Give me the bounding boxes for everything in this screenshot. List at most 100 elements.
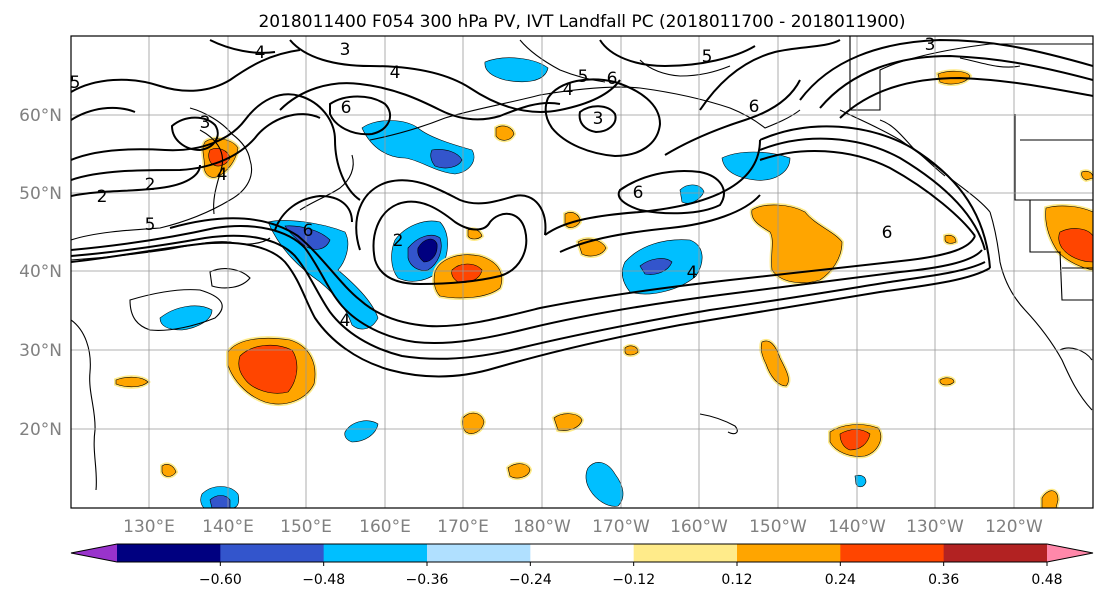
- contour-label: 4: [255, 43, 266, 63]
- colorbar-segment: [220, 544, 325, 562]
- pv-contour-line: [372, 200, 528, 286]
- pv-contour-line: [599, 39, 756, 68]
- lon-label: 160°W: [670, 517, 728, 537]
- contour-labels: 4 3 4 5 6 5 3 6 3 6 4 3 2 2 5 4 6 2 4 6: [71, 36, 935, 331]
- positive-anomaly-region: [115, 376, 149, 388]
- lon-label: 170°E: [437, 517, 489, 537]
- map-panel: 4 3 4 5 6 5 3 6 3 6 4 3 2 2 5 4 6 2 4 6: [70, 35, 1094, 509]
- positive-anomaly-region: [553, 413, 583, 431]
- colorbar-ticks: −0.60 −0.48 −0.36 −0.24 −0.12 0.12 0.24 0.36 0.4…: [199, 562, 1063, 588]
- colorbar-segment: [633, 544, 738, 562]
- colorbar-segment: [840, 544, 945, 562]
- negative-anomaly-region: [417, 238, 438, 263]
- colorbar-tick-label: 0.36: [928, 572, 959, 588]
- coastline: [1059, 347, 1093, 361]
- pv-contour-line: [664, 79, 801, 156]
- positive-anomaly-region: [507, 463, 531, 479]
- coastline: [299, 154, 354, 211]
- lon-label: 140°W: [828, 517, 886, 537]
- longitude-labels: 130°E 140°E 150°E 160°E 170°E 180°W 170°…: [123, 517, 1043, 537]
- positive-anomaly-region: [624, 345, 639, 356]
- contour-label: 4: [563, 80, 574, 100]
- negative-anomaly-region: [209, 495, 231, 508]
- positive-anomaly-region: [495, 125, 515, 141]
- contour-label: 2: [393, 231, 404, 251]
- pv-contour-line: [289, 39, 621, 113]
- contour-label: 4: [217, 165, 228, 185]
- negative-anomaly-region: [267, 220, 379, 330]
- lat-label: 60°N: [19, 106, 62, 126]
- positive-anomaly-region: [1081, 170, 1093, 181]
- negative-anomaly-region: [344, 420, 379, 443]
- negative-anomaly-region: [585, 462, 624, 507]
- negative-anomaly-region: [679, 184, 705, 204]
- pv-contour-line: [274, 194, 353, 231]
- contour-label: 6: [341, 98, 352, 118]
- contour-label: 5: [145, 215, 156, 235]
- pv-contour-line: [799, 38, 1093, 101]
- positive-anomaly-region: [939, 377, 955, 386]
- contour-label: 3: [593, 109, 604, 129]
- colorbar: −0.60 −0.48 −0.36 −0.24 −0.12 0.12 0.24 0.36 0.4…: [70, 543, 1094, 588]
- colorbar-tick-label: −0.12: [612, 572, 655, 588]
- pv-contour-line: [71, 241, 991, 378]
- contour-label: 2: [97, 187, 108, 207]
- coastline: [209, 268, 251, 289]
- contour-label: 6: [303, 221, 314, 241]
- lon-label: 170°W: [592, 517, 650, 537]
- negative-anomaly-region: [854, 474, 867, 488]
- positive-anomaly-region: [161, 464, 177, 477]
- negative-anomaly-region: [430, 149, 463, 169]
- colorbar-tick-label: 0.12: [721, 572, 752, 588]
- pv-contour-line: [559, 194, 761, 253]
- coastline: [639, 59, 731, 77]
- lon-label: 120°W: [985, 517, 1043, 537]
- lat-label: 40°N: [19, 262, 62, 282]
- contour-label: 5: [578, 67, 589, 87]
- colorbar-extend-low: [71, 544, 117, 562]
- colorbar-segment: [427, 544, 531, 562]
- lon-label: 130°E: [123, 517, 175, 537]
- pv-contour-line: [759, 149, 976, 237]
- colorbar-extend-high: [1047, 544, 1093, 562]
- colorbar-outline: [70, 543, 1094, 563]
- contour-label: 3: [200, 113, 211, 133]
- coastline: [699, 413, 738, 435]
- contour-label: 6: [749, 97, 760, 117]
- pv-contour-line: [759, 137, 986, 251]
- pv-contour-line: [71, 113, 321, 181]
- positive-anomaly-region: [944, 234, 957, 244]
- lat-label: 20°N: [19, 420, 62, 440]
- lon-label: 150°W: [749, 517, 807, 537]
- contour-label: 4: [687, 263, 698, 283]
- contour-label: 4: [390, 63, 401, 83]
- colorbar-segment: [323, 544, 428, 562]
- colorbar-tick-label: 0.48: [1031, 572, 1062, 588]
- pv-contour-line: [209, 39, 276, 54]
- colorbar-tick-label: −0.60: [199, 572, 242, 588]
- positive-anomaly-region: [839, 429, 871, 451]
- colorbar-segment: [737, 544, 841, 562]
- colorbar-segment: [943, 544, 1048, 562]
- pv-contour-line: [544, 78, 662, 158]
- lat-label: 30°N: [19, 341, 62, 361]
- colorbar-tick-label: −0.24: [509, 572, 552, 588]
- contour-label: 2: [145, 175, 156, 195]
- contour-label: 3: [340, 40, 351, 60]
- coastline: [71, 319, 97, 491]
- pv-contour-line: [839, 76, 1093, 119]
- negative-anomaly-region: [484, 57, 549, 83]
- map-frame: [70, 35, 1094, 509]
- colorbar-tick-label: 0.24: [825, 572, 856, 588]
- colorbar-tick-label: −0.48: [302, 572, 345, 588]
- coastline: [1015, 199, 1093, 301]
- colorbar-tick-label: −0.36: [406, 572, 449, 588]
- lon-label: 180°W: [513, 517, 571, 537]
- negative-anomaly-region: [721, 151, 791, 181]
- pv-contours: [71, 38, 1093, 378]
- pv-contour-line: [355, 179, 547, 251]
- lon-label: 130°W: [906, 517, 964, 537]
- coastline: [989, 211, 1093, 411]
- gridlines: [71, 36, 1093, 508]
